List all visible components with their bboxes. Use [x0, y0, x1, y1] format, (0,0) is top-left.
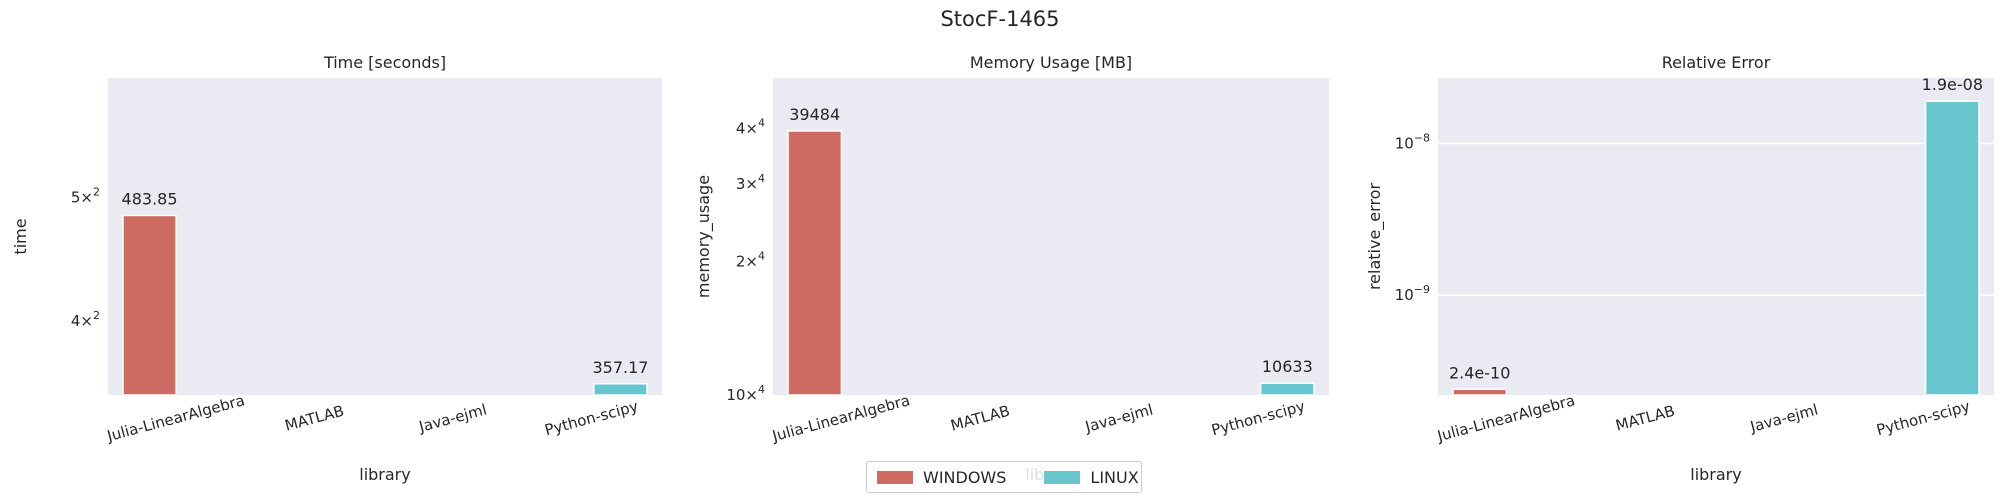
x-tick-label: Java-ejml	[1082, 401, 1155, 437]
bar-windows-julia-linearalgebra	[787, 130, 843, 396]
y-tick-label: 3×4	[736, 172, 765, 193]
data-label: 39484	[789, 105, 840, 124]
plot-background	[773, 78, 1329, 395]
subplot-2: 10×4 2×4 3×4 4×4 39484 10633 Julia-LinearAlgeb…	[694, 53, 1329, 484]
x-axis-label: library	[359, 465, 410, 484]
y-tick-label: 4×2	[71, 309, 100, 330]
x-tick-label: Julia-LinearAlgebra	[104, 391, 246, 445]
subplot-3: 10−9 10−8 2.4e-10 1.9e-08 Julia-LinearAlgebr…	[1365, 53, 1994, 484]
x-tick-label: Python-scipy	[1874, 397, 1972, 439]
legend-swatch-linux	[1044, 470, 1081, 484]
bar-linux-python-scipy	[593, 383, 648, 396]
x-tick-label: Julia-LinearAlgebra	[1435, 391, 1577, 445]
y-axis-label: memory_usage	[694, 175, 714, 298]
x-tick-label: Java-ejml	[1747, 401, 1820, 437]
x-tick-label: MATLAB	[949, 402, 1012, 435]
legend-item-linux: LINUX	[1044, 467, 1139, 487]
bar-windows-julia-linearalgebra	[122, 214, 177, 396]
data-label: 357.17	[592, 358, 648, 377]
subplot-1: 4×2 5×2 483.85 357.17 Julia-LinearAlgebra MAT…	[11, 53, 662, 484]
legend-label-windows: WINDOWS	[923, 467, 1007, 487]
x-tick-label: Python-scipy	[1209, 397, 1307, 439]
legend: WINDOWS LINUX	[866, 461, 1142, 493]
bar-linux-python-scipy	[1259, 382, 1315, 396]
data-label: 1.9e-08	[1922, 75, 1983, 94]
figure-title: StocF-1465	[940, 7, 1059, 31]
subplot-title: Relative Error	[1662, 53, 1771, 72]
subplot-title: Memory Usage [MB]	[970, 53, 1132, 72]
legend-label-linux: LINUX	[1090, 467, 1139, 487]
y-tick-label: 10−9	[1395, 283, 1430, 304]
bar-linux-python-scipy	[1924, 100, 1980, 396]
legend-item-windows: WINDOWS	[877, 468, 1006, 487]
y-tick-label: 4×4	[736, 116, 765, 137]
y-axis-label: relative_error	[1365, 183, 1385, 291]
plot-background	[1438, 78, 1994, 395]
y-tick-label: 2×4	[736, 250, 765, 271]
x-tick-label: Java-ejml	[416, 401, 489, 437]
data-label: 2.4e-10	[1449, 363, 1510, 382]
subplot-title: Time [seconds]	[323, 53, 446, 72]
y-tick-label: 10−8	[1395, 131, 1430, 152]
x-axis-label: library	[1690, 465, 1741, 484]
data-label: 483.85	[122, 189, 178, 208]
x-tick-label: MATLAB	[1614, 402, 1677, 435]
legend-swatch-windows	[877, 470, 913, 484]
x-tick-label: Python-scipy	[543, 397, 641, 439]
y-tick-label: 5×2	[71, 185, 100, 206]
charts-area: 4×2 5×2 483.85 357.17 Julia-LinearAlgebra MAT…	[11, 53, 1994, 484]
data-label: 10633	[1262, 357, 1313, 376]
plot-background	[108, 78, 662, 395]
y-axis-label: time	[11, 218, 30, 254]
x-tick-label: MATLAB	[283, 402, 346, 435]
y-tick-label: 10×4	[726, 383, 765, 404]
x-tick-label: Julia-LinearAlgebra	[770, 391, 912, 445]
bar-windows-julia-linearalgebra	[1452, 388, 1508, 396]
